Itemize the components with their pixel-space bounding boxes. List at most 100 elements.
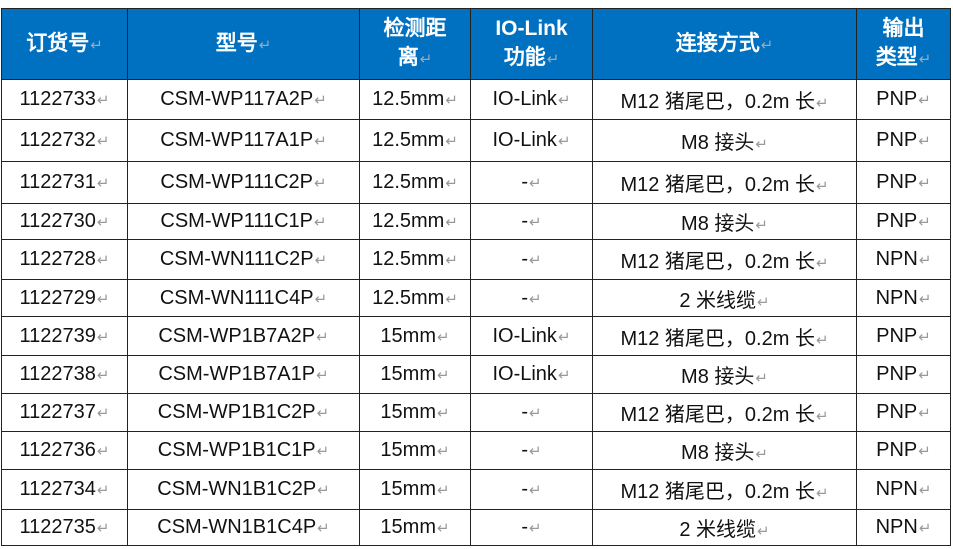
table-cell: CSM-WN111C2P [127, 239, 360, 280]
table-cell: 2 米线缆 [592, 279, 857, 317]
cell-text: M12 猪尾巴，0.2m 长 [620, 174, 828, 196]
table-cell: 15mm [359, 431, 471, 470]
table-cell: PNP [856, 203, 951, 240]
table-cell: IO-Link [470, 79, 593, 120]
table-cell: M12 猪尾巴，0.2m 长 [592, 469, 857, 510]
cell-text: M12 猪尾巴，0.2m 长 [620, 404, 828, 426]
cell-text: 1122737 [20, 401, 110, 423]
table-cell: IO-Link [470, 316, 593, 356]
table-cell: - [470, 279, 593, 317]
table-cell: 1122733 [1, 79, 128, 120]
table-cell: CSM-WP117A1P [127, 119, 360, 162]
table-cell: IO-Link [470, 355, 593, 394]
table-cell: 15mm [359, 469, 471, 510]
column-header: IO-Link 功能 [470, 8, 593, 80]
cell-text: 1122734 [20, 478, 110, 500]
cell-text: CSM-WP117A1P [160, 129, 327, 151]
table-cell: CSM-WP1B1C1P [127, 431, 360, 470]
table-cell: CSM-WP111C2P [127, 161, 360, 204]
table-cell: CSM-WP1B7A1P [127, 355, 360, 394]
cell-text: M12 猪尾巴，0.2m 长 [620, 481, 828, 503]
table-cell: CSM-WN1B1C2P [127, 469, 360, 510]
table-cell: 1122729 [1, 279, 128, 317]
table-cell: 2 米线缆 [592, 509, 857, 546]
table-row: 1122730 CSM-WP111C1P 12.5mm - M8 接头 PNP [1, 203, 951, 240]
cell-text: NPN [876, 516, 932, 538]
table-cell: - [470, 431, 593, 470]
table-cell: 12.5mm [359, 239, 471, 280]
cell-text: 1122732 [20, 129, 110, 151]
cell-text: IO-Link [492, 363, 570, 385]
table-cell: CSM-WP1B7A2P [127, 316, 360, 356]
column-header: 订货号 [1, 8, 128, 80]
cell-text: IO-Link [492, 129, 570, 151]
cell-text: CSM-WP1B7A2P [158, 325, 328, 347]
cell-text: CSM-WP1B7A1P [158, 363, 328, 385]
table-cell: 15mm [359, 393, 471, 432]
cell-text: IO-Link [492, 88, 570, 110]
cell-text: CSM-WP1B1C1P [158, 439, 329, 461]
table-cell: IO-Link [470, 119, 593, 162]
table-cell: 15mm [359, 355, 471, 394]
cell-text: PNP [876, 325, 931, 347]
cell-text: 1122730 [20, 210, 110, 232]
table-cell: 15mm [359, 509, 471, 546]
cell-text: CSM-WN1B1C4P [157, 516, 330, 538]
header-text: 输出类型 [874, 14, 934, 74]
cell-text: - [521, 171, 541, 193]
table-cell: 1122738 [1, 355, 128, 394]
table-row: 1122738 CSM-WP1B7A1P 15mm IO-Link M8 接头 PNP [1, 355, 951, 394]
cell-text: 1122738 [20, 363, 110, 385]
table-cell: 1122739 [1, 316, 128, 356]
table-cell: 1122734 [1, 469, 128, 510]
table-row: 1122729 CSM-WN111C4P 12.5mm - 2 米线缆 NPN [1, 279, 951, 317]
table-cell: 1122737 [1, 393, 128, 432]
cell-text: M8 接头 [681, 132, 768, 154]
cell-text: CSM-WP117A2P [160, 88, 327, 110]
cell-text: 1122728 [20, 248, 110, 270]
table-cell: 1122731 [1, 161, 128, 204]
cell-text: - [521, 401, 541, 423]
cell-text: 12.5mm [372, 129, 458, 151]
table-cell: M12 猪尾巴，0.2m 长 [592, 393, 857, 432]
cell-text: 12.5mm [372, 248, 458, 270]
cell-text: - [521, 478, 541, 500]
column-header: 连接方式 [592, 8, 857, 80]
table-cell: 12.5mm [359, 161, 471, 204]
cell-text: M8 接头 [681, 213, 768, 235]
cell-text: 1122736 [20, 439, 110, 461]
cell-text: 12.5mm [372, 287, 458, 309]
table-cell: 1122730 [1, 203, 128, 240]
table-cell: 1122732 [1, 119, 128, 162]
cell-text: 15mm [380, 516, 449, 538]
table-row: 1122733 CSM-WP117A2P 12.5mm IO-Link M12 猪尾巴，… [1, 79, 951, 120]
table-cell: PNP [856, 119, 951, 162]
cell-text: IO-Link [492, 325, 570, 347]
table-row: 1122734 CSM-WN1B1C2P 15mm - M12 猪尾巴，0.2m 长 NP… [1, 469, 951, 510]
table-cell: PNP [856, 79, 951, 120]
table-row: 1122731 CSM-WP111C2P 12.5mm - M12 猪尾巴，0.2m 长… [1, 161, 951, 204]
cell-text: 1122729 [20, 287, 110, 309]
table-cell: M8 接头 [592, 203, 857, 240]
table-cell: 12.5mm [359, 279, 471, 317]
cell-text: - [521, 439, 541, 461]
cell-text: 2 米线缆 [679, 519, 769, 541]
table-cell: M12 猪尾巴，0.2m 长 [592, 316, 857, 356]
table-row: 1122737 CSM-WP1B1C2P 15mm - M12 猪尾巴，0.2m 长 PN… [1, 393, 951, 432]
cell-text: M8 接头 [681, 442, 768, 464]
cell-text: 1122735 [20, 516, 110, 538]
cell-text: CSM-WN111C2P [160, 248, 327, 270]
cell-text: CSM-WN1B1C2P [157, 478, 330, 500]
cell-text: CSM-WP1B1C2P [158, 401, 329, 423]
cell-text: 2 米线缆 [679, 290, 769, 312]
cell-text: 15mm [380, 363, 449, 385]
table-row: 1122736 CSM-WP1B1C1P 15mm - M8 接头 PNP [1, 431, 951, 470]
table-cell: PNP [856, 355, 951, 394]
column-header: 输出类型 [856, 8, 951, 80]
table-cell: - [470, 203, 593, 240]
table-cell: 1122728 [1, 239, 128, 280]
cell-text: NPN [876, 287, 932, 309]
cell-text: - [521, 287, 541, 309]
table-cell: 12.5mm [359, 203, 471, 240]
header-text: 检测距离 [374, 14, 456, 74]
